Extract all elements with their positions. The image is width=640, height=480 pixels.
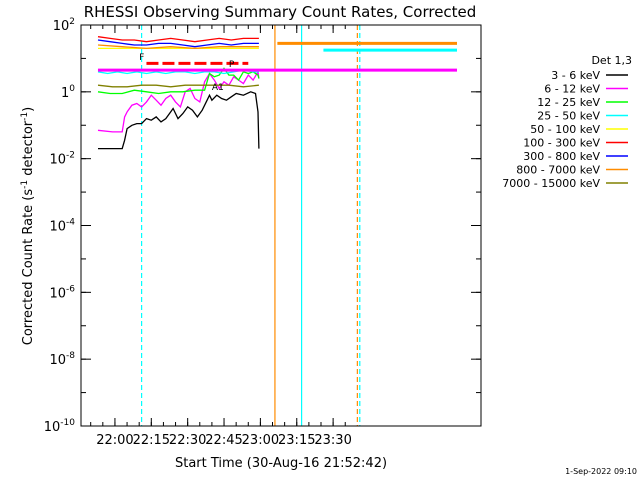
y-axis-label-detector: detector [21,120,36,180]
y-tick-label: 10-10 [44,418,76,435]
y-axis-label-exponent-2: -1 [20,112,30,121]
x-axis-label: Start Time (30-Aug-16 21:52:42) [175,456,387,471]
y-tick-label: 10-2 [49,151,75,168]
y-tick-label: 10-8 [49,351,75,368]
chart-title: RHESSI Observing Summary Count Rates, Co… [84,3,477,21]
y-tick-label: 102 [53,17,75,34]
series-line-5 [97,36,259,43]
legend-label-3: 25 - 50 keV [537,110,600,123]
legend-label-7: 800 - 7000 keV [516,164,600,177]
legend-label-2: 12 - 25 keV [537,96,600,109]
x-tick-label: 22:30 [169,433,206,448]
y-axis-label-main: Corrected Count Rate (s [21,189,36,346]
footer-timestamp: 1-Sep-2022 09:10 [565,467,637,476]
x-tick-label: 23:30 [314,433,351,448]
y-tick-label: 10-6 [49,284,75,301]
legend-label-6: 300 - 800 keV [523,150,600,163]
series-line-0 [98,91,260,150]
legend-label-8: 7000 - 15000 keV [502,177,600,190]
x-tick-label: 23:15 [278,433,315,448]
x-tick-label: 22:45 [205,433,242,448]
plot-area: F A1 P [97,25,457,426]
series-line-6 [97,39,259,48]
y-axis-label: Corrected Count Rate (s-1 detector-1) [20,107,36,345]
legend-title: Det 1,3 [591,54,632,67]
legend-label-0: 3 - 6 keV [551,69,600,82]
series-line-7 [97,44,259,50]
y-axis-label-end: ) [21,107,36,112]
series-line-8 [97,84,259,88]
legend-label-5: 100 - 300 keV [523,137,600,150]
x-tick-label: 22:15 [133,433,170,448]
legend-label-4: 50 - 100 keV [530,123,600,136]
y-axis-label-exponent-1: -1 [20,180,30,189]
legend-label-1: 6 - 12 keV [544,83,600,96]
y-tick-label: 10-4 [49,218,75,235]
flare-marker-0: F [139,53,144,63]
series-line-2 [97,67,260,95]
x-tick-label: 23:00 [242,433,279,448]
x-tick-label: 22:00 [96,433,133,448]
flare-marker-1: A1 [212,83,224,93]
flare-marker-2: P [229,60,235,70]
